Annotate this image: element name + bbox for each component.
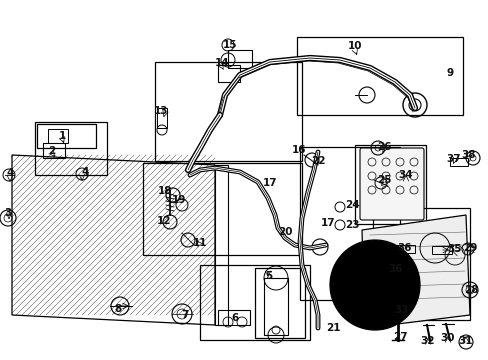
Bar xyxy=(155,62,302,161)
Text: 10: 10 xyxy=(347,41,362,51)
Text: 4: 4 xyxy=(81,167,88,177)
Bar xyxy=(431,246,451,254)
Text: 33: 33 xyxy=(394,305,408,315)
Text: 26: 26 xyxy=(376,142,390,152)
Text: 6: 6 xyxy=(231,313,238,323)
Text: 31: 31 xyxy=(458,336,472,346)
Text: 15: 15 xyxy=(223,40,237,50)
Bar xyxy=(299,147,399,300)
Text: 36: 36 xyxy=(397,243,411,253)
Bar xyxy=(372,208,469,320)
Text: 19: 19 xyxy=(171,195,186,205)
Text: 36: 36 xyxy=(388,264,403,274)
Bar xyxy=(227,50,251,68)
Text: 13: 13 xyxy=(153,106,168,116)
Text: 34: 34 xyxy=(398,170,412,180)
Text: 22: 22 xyxy=(310,156,325,166)
Text: 16: 16 xyxy=(291,145,305,155)
Text: 38: 38 xyxy=(461,150,475,160)
Bar xyxy=(389,265,407,273)
Text: 35: 35 xyxy=(447,244,461,254)
Text: 1: 1 xyxy=(58,131,65,141)
Text: 25: 25 xyxy=(376,175,390,185)
Text: 30: 30 xyxy=(440,333,454,343)
Bar xyxy=(254,268,305,338)
Bar xyxy=(200,265,309,340)
Text: 28: 28 xyxy=(463,285,477,295)
Text: 18: 18 xyxy=(158,186,172,196)
Text: 7: 7 xyxy=(181,310,188,320)
Text: 29: 29 xyxy=(462,243,476,253)
Text: 5: 5 xyxy=(265,271,272,281)
Text: 3: 3 xyxy=(4,208,12,218)
Polygon shape xyxy=(361,215,469,328)
Text: 17: 17 xyxy=(262,178,277,188)
Bar xyxy=(218,65,240,82)
Text: 17: 17 xyxy=(320,218,335,228)
Bar xyxy=(354,145,425,224)
Text: 23: 23 xyxy=(344,220,359,230)
Text: 4: 4 xyxy=(6,168,14,178)
Bar xyxy=(391,245,414,253)
Bar xyxy=(264,278,287,335)
Circle shape xyxy=(329,240,419,330)
Bar xyxy=(449,158,467,166)
Text: 20: 20 xyxy=(277,227,292,237)
Bar xyxy=(296,37,462,115)
Text: 8: 8 xyxy=(114,304,122,314)
Bar xyxy=(35,122,107,175)
Bar xyxy=(218,310,249,325)
Text: 37: 37 xyxy=(446,154,460,164)
Bar xyxy=(215,165,227,325)
Bar xyxy=(37,124,96,148)
Bar xyxy=(157,108,167,128)
Text: 32: 32 xyxy=(420,336,434,346)
Text: 11: 11 xyxy=(192,238,207,248)
Text: 9: 9 xyxy=(446,68,453,78)
Bar xyxy=(43,143,65,158)
Text: 21: 21 xyxy=(325,323,340,333)
Text: 24: 24 xyxy=(344,200,359,210)
Bar xyxy=(48,129,68,143)
Bar xyxy=(142,163,302,255)
Text: 12: 12 xyxy=(157,216,171,226)
Text: 2: 2 xyxy=(48,146,56,156)
Text: 14: 14 xyxy=(214,58,229,68)
Text: 27: 27 xyxy=(392,332,407,342)
FancyBboxPatch shape xyxy=(359,148,423,220)
